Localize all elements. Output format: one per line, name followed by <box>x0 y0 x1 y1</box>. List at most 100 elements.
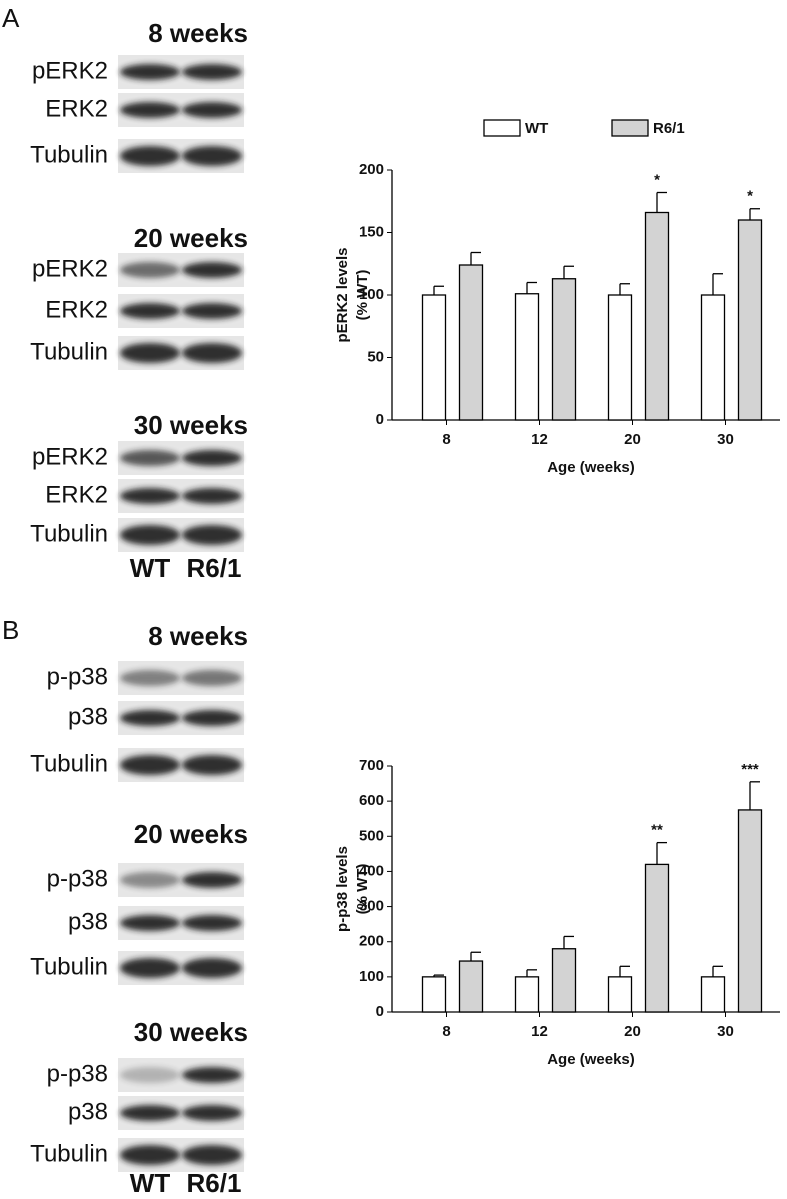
blot-row-label: Tubulin <box>30 953 108 980</box>
panel-letter: A <box>2 3 20 33</box>
legend-swatch <box>483 119 521 137</box>
bar <box>737 219 763 421</box>
bar <box>458 264 484 421</box>
x-tick-label: 20 <box>624 1023 641 1040</box>
blot-band <box>182 488 242 504</box>
bar <box>421 294 447 421</box>
blot-row-label: pERK2 <box>32 255 108 282</box>
blot-row-label: Tubulin <box>30 520 108 547</box>
y-tick-label: 500 <box>359 827 384 844</box>
blot-band <box>182 303 242 319</box>
y-tick-label: 150 <box>359 223 384 240</box>
y-tick-label: 400 <box>359 862 384 879</box>
blot-row-label: p38 <box>68 908 108 935</box>
lane-label: R6/1 <box>187 553 242 583</box>
blot-title: 8 weeks <box>148 621 248 651</box>
blot-row-label: p-p38 <box>47 1060 108 1087</box>
blot-band <box>120 262 180 278</box>
x-tick-label: 8 <box>442 1023 450 1040</box>
blot-band <box>120 710 180 726</box>
blot-band <box>182 915 242 931</box>
x-tick-label: 12 <box>531 1023 548 1040</box>
blot-band <box>182 755 242 775</box>
blot-row-label: p38 <box>68 703 108 730</box>
bar <box>458 960 484 1013</box>
blot-row-label: pERK2 <box>32 57 108 84</box>
blot-band <box>120 488 180 504</box>
y-tick-label: 50 <box>367 348 384 365</box>
blot-row-label: Tubulin <box>30 141 108 168</box>
blot-title: 20 weeks <box>134 223 248 253</box>
bar <box>700 976 726 1013</box>
blot-band <box>182 343 242 363</box>
blot-row-label: Tubulin <box>30 750 108 777</box>
blot-band <box>120 1067 180 1083</box>
blot-row-label: p38 <box>68 1098 108 1125</box>
bar <box>644 863 670 1013</box>
blot-row-label: p-p38 <box>47 865 108 892</box>
lane-label: R6/1 <box>187 1168 242 1198</box>
significance-label: * <box>654 171 660 188</box>
y-tick-label: 700 <box>359 757 384 774</box>
blot-band <box>120 64 180 80</box>
bar <box>607 976 633 1013</box>
blot-band <box>120 755 180 775</box>
blot-row-label: pERK2 <box>32 443 108 470</box>
blot-band <box>182 64 242 80</box>
blot-row-label: ERK2 <box>45 481 108 508</box>
blot-band <box>120 1105 180 1121</box>
bar <box>421 976 447 1013</box>
y-tick-label: 600 <box>359 792 384 809</box>
blot-title: 20 weeks <box>134 819 248 849</box>
blot-band <box>120 872 180 888</box>
blot-row-label: ERK2 <box>45 95 108 122</box>
legend-swatch <box>611 119 649 137</box>
x-tick-label: 20 <box>624 431 641 448</box>
legend-label: R6/1 <box>653 120 685 137</box>
x-tick-label: 30 <box>717 1023 734 1040</box>
x-tick-label: 30 <box>717 431 734 448</box>
blot-band <box>182 1105 242 1121</box>
x-axis-label: Age (weeks) <box>547 459 635 476</box>
blot-band <box>120 670 180 686</box>
bar <box>607 294 633 421</box>
blot-band <box>120 303 180 319</box>
bar <box>700 294 726 421</box>
bar <box>551 948 577 1013</box>
bar <box>737 809 763 1013</box>
bar <box>514 976 540 1013</box>
significance-label: * <box>747 188 753 205</box>
blot-title: 8 weeks <box>148 18 248 48</box>
blot-band <box>120 343 180 363</box>
significance-label: ** <box>651 822 663 839</box>
y-axis-label: pERK2 levels <box>334 247 351 342</box>
blot-row-label: Tubulin <box>30 338 108 365</box>
blot-band <box>182 710 242 726</box>
blot-band <box>182 1145 242 1165</box>
y-tick-label: 200 <box>359 933 384 950</box>
blot-band <box>182 958 242 978</box>
y-tick-label: 100 <box>359 968 384 985</box>
y-tick-label: 0 <box>376 411 384 428</box>
blot-band <box>120 102 180 118</box>
blot-band <box>182 262 242 278</box>
x-tick-label: 12 <box>531 431 548 448</box>
blot-band <box>182 450 242 466</box>
blot-band <box>182 146 242 166</box>
significance-label: *** <box>741 761 759 778</box>
y-tick-label: 300 <box>359 898 384 915</box>
blot-title: 30 weeks <box>134 410 248 440</box>
y-tick-label: 0 <box>376 1003 384 1020</box>
blot-row-label: Tubulin <box>30 1140 108 1167</box>
blot-band <box>182 872 242 888</box>
blot-band <box>182 1067 242 1083</box>
blot-band <box>120 958 180 978</box>
blot-band <box>120 525 180 545</box>
blot-band <box>120 1145 180 1165</box>
bar <box>514 293 540 421</box>
blot-band <box>182 525 242 545</box>
blot-band <box>120 450 180 466</box>
y-axis-label: (% WT) <box>354 864 371 915</box>
y-axis-label: (% WT) <box>354 270 371 321</box>
